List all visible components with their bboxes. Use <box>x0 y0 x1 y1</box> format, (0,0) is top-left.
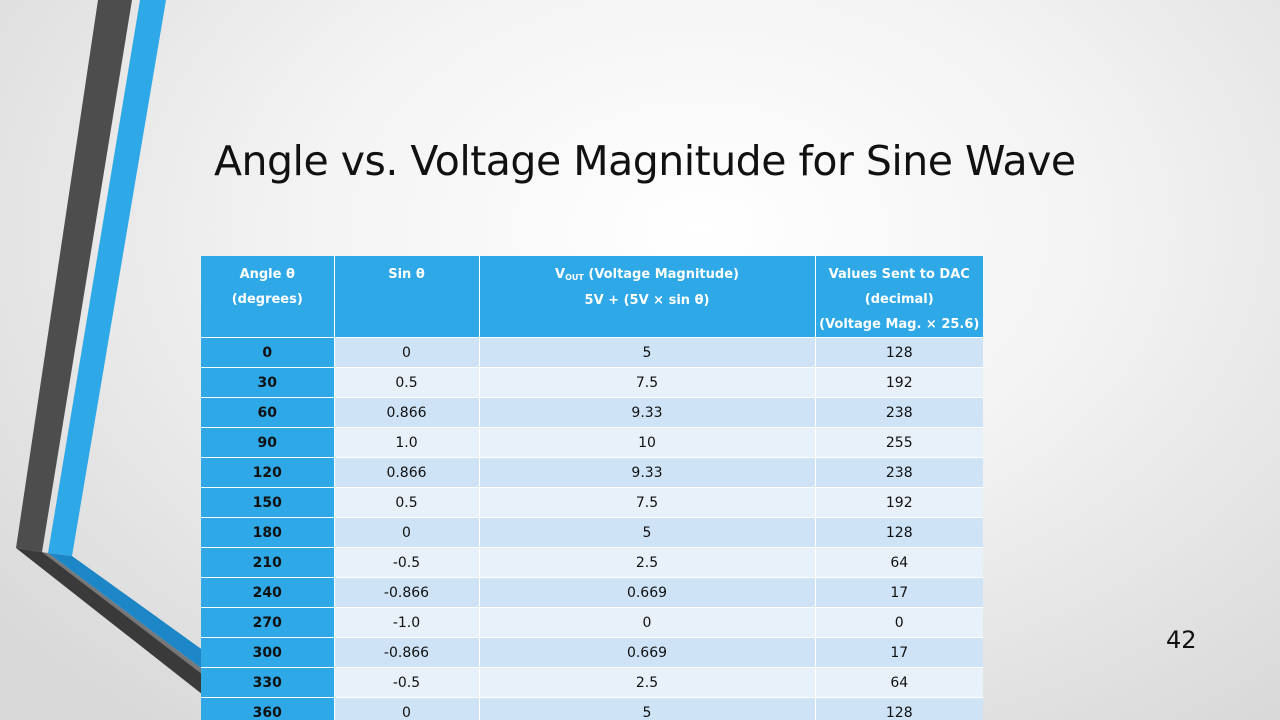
table-row: 210 -0.5 2.5 64 <box>201 547 983 578</box>
table-row: 300 -0.866 0.669 17 <box>201 637 983 668</box>
cell-angle: 150 <box>201 487 335 518</box>
cell-angle: 360 <box>201 697 335 720</box>
slide-number: 42 <box>1166 626 1197 654</box>
header-angle: Angle θ (degrees) <box>201 256 335 338</box>
cell-dac: 64 <box>815 547 983 578</box>
cell-sin: 0 <box>334 517 480 548</box>
cell-sin: -0.866 <box>334 637 480 668</box>
cell-dac: 192 <box>815 367 983 398</box>
cell-angle: 240 <box>201 577 335 608</box>
table-row: 120 0.866 9.33 238 <box>201 457 983 488</box>
cell-angle: 60 <box>201 397 335 428</box>
cell-dac: 128 <box>815 697 983 720</box>
cell-vout: 0.669 <box>479 637 816 668</box>
cell-vout: 2.5 <box>479 667 816 698</box>
cell-sin: 0.866 <box>334 397 480 428</box>
cell-angle: 270 <box>201 607 335 638</box>
cell-sin: -0.5 <box>334 667 480 698</box>
cell-dac: 64 <box>815 667 983 698</box>
cell-vout: 5 <box>479 517 816 548</box>
header-dac: Values Sent to DAC (decimal) (Voltage Ma… <box>815 256 983 338</box>
cell-dac: 238 <box>815 457 983 488</box>
cell-vout: 5 <box>479 697 816 720</box>
cell-angle: 300 <box>201 637 335 668</box>
table-row: 60 0.866 9.33 238 <box>201 397 983 428</box>
header-sin: Sin θ <box>334 256 480 338</box>
cell-dac: 128 <box>815 337 983 368</box>
table-row: 240 -0.866 0.669 17 <box>201 577 983 608</box>
cell-angle: 330 <box>201 667 335 698</box>
table-row: 90 1.0 10 255 <box>201 427 983 458</box>
cell-sin: 0.866 <box>334 457 480 488</box>
cell-vout: 7.5 <box>479 367 816 398</box>
cell-dac: 17 <box>815 637 983 668</box>
table-row: 330 -0.5 2.5 64 <box>201 667 983 698</box>
cell-sin: -0.5 <box>334 547 480 578</box>
cell-vout: 5 <box>479 337 816 368</box>
cell-dac: 128 <box>815 517 983 548</box>
cell-sin: -0.866 <box>334 577 480 608</box>
table-header-row: Angle θ (degrees) Sin θ VOUT (Voltage Ma… <box>201 256 983 338</box>
cell-dac: 238 <box>815 397 983 428</box>
cell-vout: 0.669 <box>479 577 816 608</box>
cell-sin: 0 <box>334 697 480 720</box>
cell-sin: 0 <box>334 337 480 368</box>
cell-sin: 1.0 <box>334 427 480 458</box>
table-row: 30 0.5 7.5 192 <box>201 367 983 398</box>
cell-sin: 0.5 <box>334 487 480 518</box>
table-row: 360 0 5 128 <box>201 697 983 720</box>
table-row: 270 -1.0 0 0 <box>201 607 983 638</box>
cell-dac: 17 <box>815 577 983 608</box>
cell-sin: 0.5 <box>334 367 480 398</box>
data-table-container: Angle θ (degrees) Sin θ VOUT (Voltage Ma… <box>201 256 983 720</box>
cell-angle: 0 <box>201 337 335 368</box>
cell-dac: 0 <box>815 607 983 638</box>
table-row: 0 0 5 128 <box>201 337 983 368</box>
cell-vout: 7.5 <box>479 487 816 518</box>
cell-dac: 192 <box>815 487 983 518</box>
header-vout: VOUT (Voltage Magnitude) 5V + (5V × sin … <box>479 256 816 338</box>
cell-angle: 120 <box>201 457 335 488</box>
cell-angle: 30 <box>201 367 335 398</box>
cell-vout: 9.33 <box>479 457 816 488</box>
angle-voltage-table: Angle θ (degrees) Sin θ VOUT (Voltage Ma… <box>201 256 983 720</box>
page-title: Angle vs. Voltage Magnitude for Sine Wav… <box>214 137 1076 185</box>
cell-vout: 9.33 <box>479 397 816 428</box>
cell-sin: -1.0 <box>334 607 480 638</box>
cell-vout: 2.5 <box>479 547 816 578</box>
cell-vout: 10 <box>479 427 816 458</box>
table-body: 0 0 5 128 30 0.5 7.5 192 60 0.866 9.33 238 90 1.0 1… <box>201 337 983 720</box>
table-row: 180 0 5 128 <box>201 517 983 548</box>
table-row: 150 0.5 7.5 192 <box>201 487 983 518</box>
cell-dac: 255 <box>815 427 983 458</box>
cell-angle: 180 <box>201 517 335 548</box>
cell-angle: 210 <box>201 547 335 578</box>
cell-angle: 90 <box>201 427 335 458</box>
cell-vout: 0 <box>479 607 816 638</box>
